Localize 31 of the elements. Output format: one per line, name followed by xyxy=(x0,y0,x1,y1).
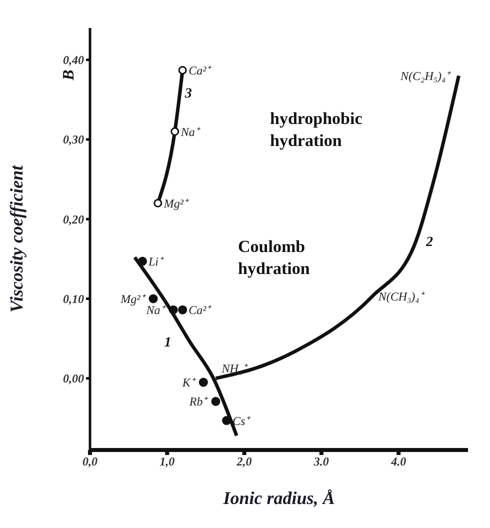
series-label: 1 xyxy=(164,336,172,351)
y-tick-label: 0,40 xyxy=(63,53,84,68)
y-tick-label: 0,10 xyxy=(63,292,84,306)
y-tick-label: 0,30 xyxy=(63,132,84,147)
annotation: Li⁺ xyxy=(147,254,164,269)
series-label: 2 xyxy=(425,235,433,250)
annotation: hydrophobic hydration xyxy=(270,108,364,152)
annotation: Na⁺ xyxy=(145,303,166,318)
y-tick-label: 0,00 xyxy=(63,372,84,386)
x-tick-label: 0,0 xyxy=(82,454,98,469)
annotation: Mg²⁺ xyxy=(162,196,190,210)
x-tick-label: 1,0 xyxy=(160,454,175,469)
annotation: Ca²⁺ xyxy=(188,303,212,318)
x-tick-label: 3.0 xyxy=(312,454,329,469)
annotation: Mg²⁺ xyxy=(120,292,146,306)
annotation: Rb⁺ xyxy=(188,394,209,409)
series-label: 3 xyxy=(184,86,192,102)
x-axis-title: Ionic radius, Å xyxy=(222,488,335,508)
annotation: Ca²⁺ xyxy=(188,63,212,78)
annotation: N(C₂H₅)₄⁺ xyxy=(400,69,452,84)
annotation: K⁺ xyxy=(181,376,196,390)
annotation: Cs⁺ xyxy=(232,414,252,428)
annotation: Coulomb hydration xyxy=(238,236,311,280)
annotation: N(CH₃)₄⁺ xyxy=(377,290,426,304)
annotation: Na⁺ xyxy=(180,124,201,139)
y-axis-title: Viscosity coefficient xyxy=(6,164,26,313)
x-tick-label: 2,0 xyxy=(236,454,252,469)
text: B xyxy=(59,70,78,80)
annotation: NH₄⁺ xyxy=(220,361,249,376)
y-tick-label: 0,20 xyxy=(63,212,84,226)
x-tick-label: 4.0 xyxy=(390,454,406,469)
